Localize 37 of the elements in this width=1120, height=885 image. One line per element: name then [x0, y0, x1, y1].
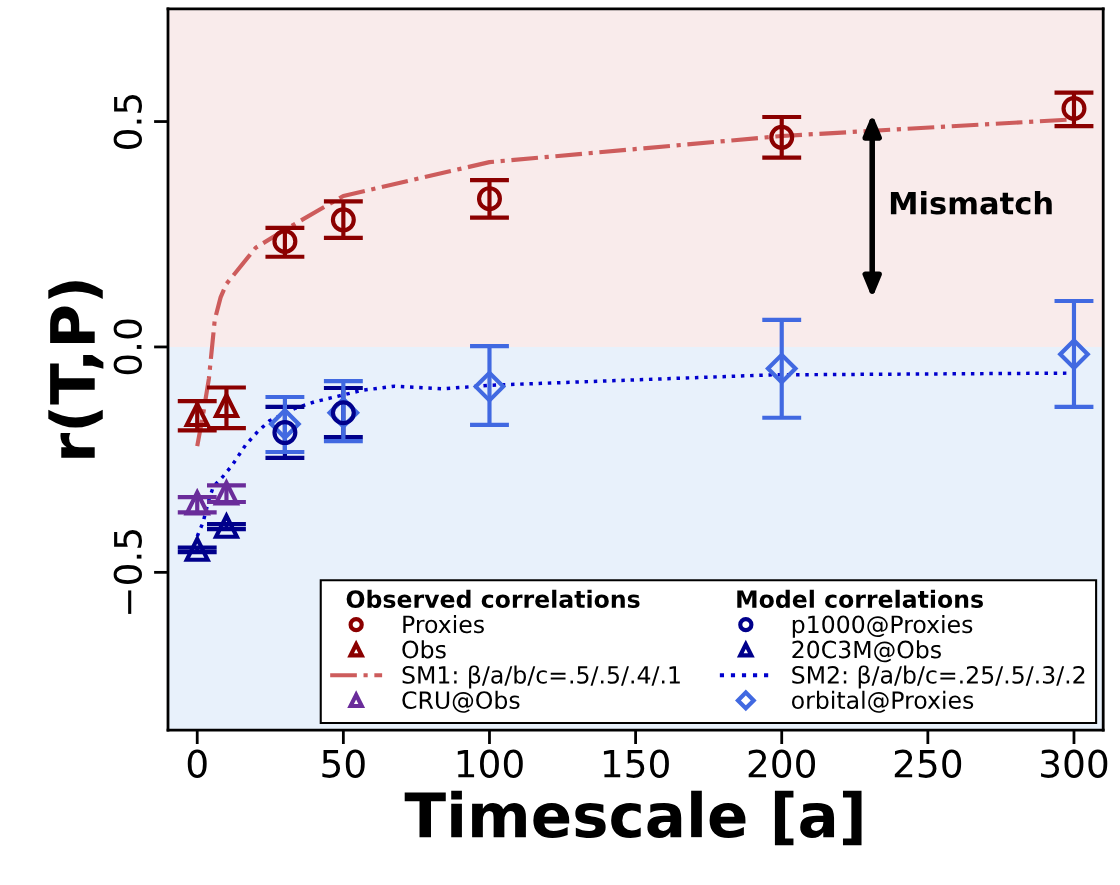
legend-label: Obs	[402, 640, 446, 659]
x-axis-title: Timescale [a]	[404, 790, 862, 846]
x-tick-label: 300	[1041, 749, 1108, 778]
point	[184, 402, 210, 428]
point	[1061, 95, 1087, 121]
point	[476, 186, 502, 212]
point	[212, 478, 241, 506]
annotation: Observed correlations	[346, 589, 640, 609]
legend-label: SM1: β/a/b/c=.5/.5/.4/.1	[402, 665, 680, 689]
x-tick-label: 250	[894, 749, 962, 778]
legend-label: p1000@Proxies	[792, 614, 973, 638]
legend-label: SM2: β/a/b/c=.25/.5/.3/.2	[792, 665, 1085, 689]
point	[212, 511, 241, 539]
point	[183, 534, 211, 562]
x-tick-label: 150	[603, 749, 669, 778]
point	[213, 393, 239, 419]
point	[1058, 338, 1090, 370]
point	[184, 490, 210, 516]
y-tick-label: −0.5	[113, 530, 142, 614]
legend-label: Proxies	[403, 614, 484, 634]
y-axis-title: r(T,P)	[48, 281, 104, 458]
x-tick-label: 50	[322, 749, 365, 778]
legend-label: orbital@Proxies	[791, 690, 974, 713]
x-tick-label: 200	[748, 749, 816, 778]
y-tick-label: 0.0	[113, 319, 142, 375]
point	[765, 352, 798, 385]
y-tick-label: 0.5	[113, 95, 142, 149]
annotation: Model correlations	[737, 589, 983, 609]
x-tick-label: 100	[457, 749, 523, 778]
annotation: Mismatch	[890, 190, 1052, 215]
x-tick-label: 0	[187, 749, 207, 778]
point	[330, 207, 356, 233]
legend-label: CRU@Obs	[402, 690, 520, 713]
point	[272, 228, 298, 254]
point	[473, 370, 506, 403]
point	[769, 124, 795, 150]
legend-label: 20C3M@Obs	[792, 640, 941, 663]
